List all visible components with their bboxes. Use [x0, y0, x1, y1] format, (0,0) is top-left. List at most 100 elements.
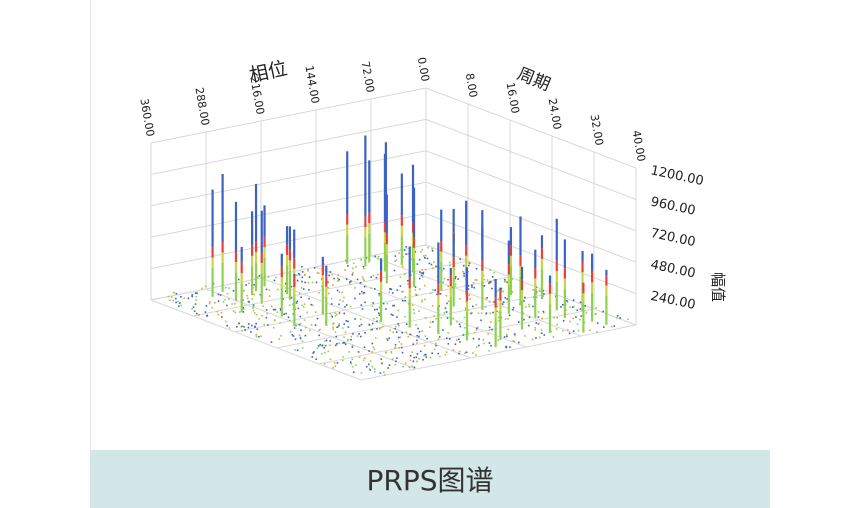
noise-dot [358, 325, 361, 327]
noise-dot [344, 269, 346, 271]
noise-dot [327, 350, 330, 353]
noise-dot [377, 312, 380, 315]
noise-dot [496, 290, 498, 293]
noise-dot [341, 291, 343, 294]
noise-dot [556, 323, 558, 326]
noise-dot [222, 301, 225, 303]
noise-dot [435, 317, 437, 320]
noise-dot [576, 323, 579, 326]
noise-dot [352, 262, 355, 264]
noise-dot [270, 305, 273, 308]
noise-dot [221, 316, 223, 318]
noise-dot [300, 329, 302, 332]
noise-dot [480, 312, 483, 314]
noise-dot [345, 259, 347, 262]
noise-dot [318, 329, 320, 332]
noise-dot [486, 279, 489, 281]
noise-dot [493, 300, 496, 303]
noise-dot [619, 317, 621, 319]
noise-dot [506, 281, 508, 284]
noise-dot [422, 358, 424, 361]
noise-dot [431, 305, 434, 307]
noise-dot [333, 322, 335, 324]
noise-dot [512, 306, 515, 309]
noise-dot [351, 366, 354, 368]
noise-dot [431, 247, 434, 250]
noise-dot [301, 304, 303, 307]
noise-dot [371, 342, 374, 345]
noise-dot [295, 302, 298, 304]
noise-dot [579, 308, 582, 310]
noise-dot [369, 369, 372, 371]
noise-dot [246, 297, 249, 300]
noise-dot [336, 289, 339, 292]
noise-dot [418, 358, 420, 360]
noise-dot [172, 299, 175, 302]
noise-dot [501, 303, 504, 305]
noise-dot [595, 313, 597, 316]
noise-dot [396, 316, 398, 318]
noise-dot [403, 273, 406, 275]
noise-dot [478, 344, 480, 347]
noise-dot [290, 297, 293, 299]
noise-dot [385, 308, 387, 310]
noise-dot [242, 308, 245, 310]
grid-line [205, 288, 417, 370]
noise-dot [418, 310, 420, 312]
noise-dot [191, 307, 193, 310]
noise-dot [390, 350, 393, 353]
noise-dot [216, 310, 219, 313]
grid-line [150, 244, 427, 301]
noise-dot [304, 273, 306, 276]
noise-dot [390, 288, 393, 291]
noise-dot [411, 351, 413, 354]
noise-dot [204, 311, 207, 313]
noise-dot [360, 372, 363, 374]
noise-dot [475, 303, 478, 306]
noise-dot [473, 331, 476, 334]
noise-dot [323, 362, 326, 365]
noise-dot [255, 335, 258, 338]
noise-dot [454, 283, 457, 285]
noise-dot [359, 318, 362, 321]
noise-dot [407, 283, 409, 285]
noise-dot [488, 350, 490, 352]
noise-dot [276, 288, 279, 291]
noise-dot [226, 304, 228, 307]
noise-dot [517, 341, 520, 344]
noise-dot [497, 289, 500, 291]
noise-dot [483, 285, 486, 287]
noise-dot [321, 344, 323, 347]
noise-dot [407, 303, 410, 305]
noise-dot [565, 309, 567, 312]
noise-dot [285, 290, 287, 293]
noise-dot [298, 323, 301, 326]
noise-dot [424, 298, 426, 301]
x-tick-label: 72.00 [359, 60, 377, 93]
noise-dot [457, 278, 459, 280]
noise-dot [334, 312, 336, 314]
noise-dot [566, 301, 569, 303]
noise-dot [219, 294, 222, 296]
noise-dot [191, 295, 194, 298]
noise-dot [409, 333, 412, 336]
noise-dot [290, 285, 293, 288]
noise-dot [279, 309, 282, 311]
noise-dot [540, 332, 543, 335]
noise-dot [387, 367, 389, 369]
noise-dot [191, 294, 193, 296]
noise-dot [489, 269, 491, 271]
noise-dot [475, 329, 478, 331]
noise-dot [234, 302, 236, 305]
noise-dot [378, 292, 380, 295]
noise-dot [398, 324, 400, 327]
grid-line [150, 181, 427, 238]
noise-dot [349, 361, 352, 363]
noise-dot [457, 338, 460, 341]
noise-dot [454, 276, 457, 278]
noise-dot [389, 329, 392, 332]
noise-dot [475, 327, 478, 330]
noise-dot [299, 336, 302, 339]
noise-dot [399, 276, 402, 278]
noise-dot [431, 352, 434, 355]
